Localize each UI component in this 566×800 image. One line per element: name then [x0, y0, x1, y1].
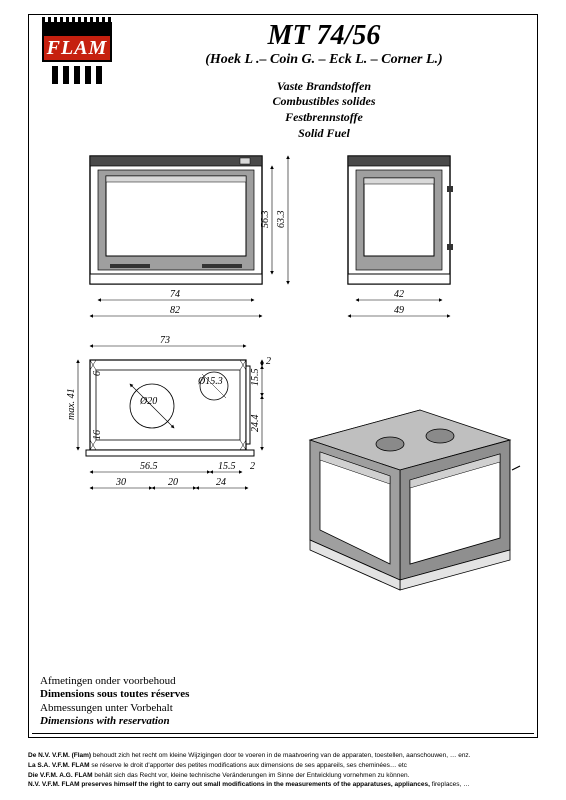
dim-56-3: 56.3: [260, 211, 271, 229]
svg-text:2: 2: [266, 356, 271, 367]
side-dims: 42 49: [348, 289, 450, 316]
svg-text:24: 24: [216, 477, 226, 488]
footer-fr: La S.A. V.F.M. FLAM se réserve le droit …: [28, 761, 538, 771]
brand-logo: FLAM: [42, 22, 112, 84]
fuel-labels: Vaste Brandstoffen Combustibles solides …: [120, 79, 528, 141]
footer-de: Die V.F.M. A.G. FLAM behält sich das Rec…: [28, 771, 538, 781]
svg-text:Ø20: Ø20: [139, 396, 157, 407]
top-view: Ø20 Ø15.3: [86, 360, 254, 456]
fuel-en: Solid Fuel: [120, 126, 528, 142]
legal-footer: De N.V. V.F.M. (Flam) behoudt zich het r…: [28, 751, 538, 790]
svg-text:16: 16: [92, 430, 103, 440]
dim-73: 73: [160, 335, 170, 346]
footer-nl: De N.V. V.F.M. (Flam) behoudt zich het r…: [28, 751, 538, 761]
logo-crenellation: [42, 22, 112, 36]
footer-en: N.V. V.F.M. FLAM preserves himself the r…: [28, 780, 538, 790]
svg-text:Ø15.3: Ø15.3: [197, 376, 223, 387]
dim-49: 49: [394, 305, 404, 316]
dim-82: 82: [170, 305, 180, 316]
svg-text:6: 6: [92, 371, 103, 376]
reserve-de: Abmessungen unter Vorbehalt: [40, 702, 189, 715]
dim-63-3: 63.3: [276, 211, 287, 229]
reserve-en: Dimensions with reservation: [40, 715, 189, 728]
reservation-note: Afmetingen onder voorbehoud Dimensions s…: [40, 675, 189, 728]
svg-text:2: 2: [250, 461, 255, 472]
fuel-de: Festbrennstoffe: [120, 110, 528, 126]
dim-42: 42: [394, 289, 404, 300]
fuel-fr: Combustibles solides: [120, 94, 528, 110]
logo-plate: FLAM: [42, 36, 112, 62]
reserve-fr: Dimensions sous toutes réserves: [40, 688, 189, 701]
product-subtitle: (Hoek L .– Coin G. – Eck L. – Corner L.): [120, 52, 528, 69]
reserve-nl: Afmetingen onder voorbehoud: [40, 675, 189, 688]
svg-text:20: 20: [168, 477, 178, 488]
iso-view: [310, 410, 520, 590]
front-view: [90, 156, 262, 284]
svg-text:56.5: 56.5: [140, 461, 158, 472]
svg-text:15.5: 15.5: [218, 461, 236, 472]
fuel-nl: Vaste Brandstoffen: [120, 79, 528, 95]
technical-drawings: 56.3 63.3 74 82 42 49: [0, 150, 566, 685]
dim-74: 74: [170, 289, 180, 300]
header: MT 74/56 (Hoek L .– Coin G. – Eck L. – C…: [120, 22, 528, 141]
logo-fins: [42, 62, 112, 84]
svg-text:30: 30: [115, 477, 126, 488]
svg-text:15.5: 15.5: [250, 369, 261, 387]
side-view: [348, 156, 453, 284]
svg-text:24.4: 24.4: [250, 415, 261, 433]
separator-line: [32, 733, 534, 734]
dim-max41: max. 41: [66, 388, 77, 420]
product-title: MT 74/56: [120, 22, 528, 50]
